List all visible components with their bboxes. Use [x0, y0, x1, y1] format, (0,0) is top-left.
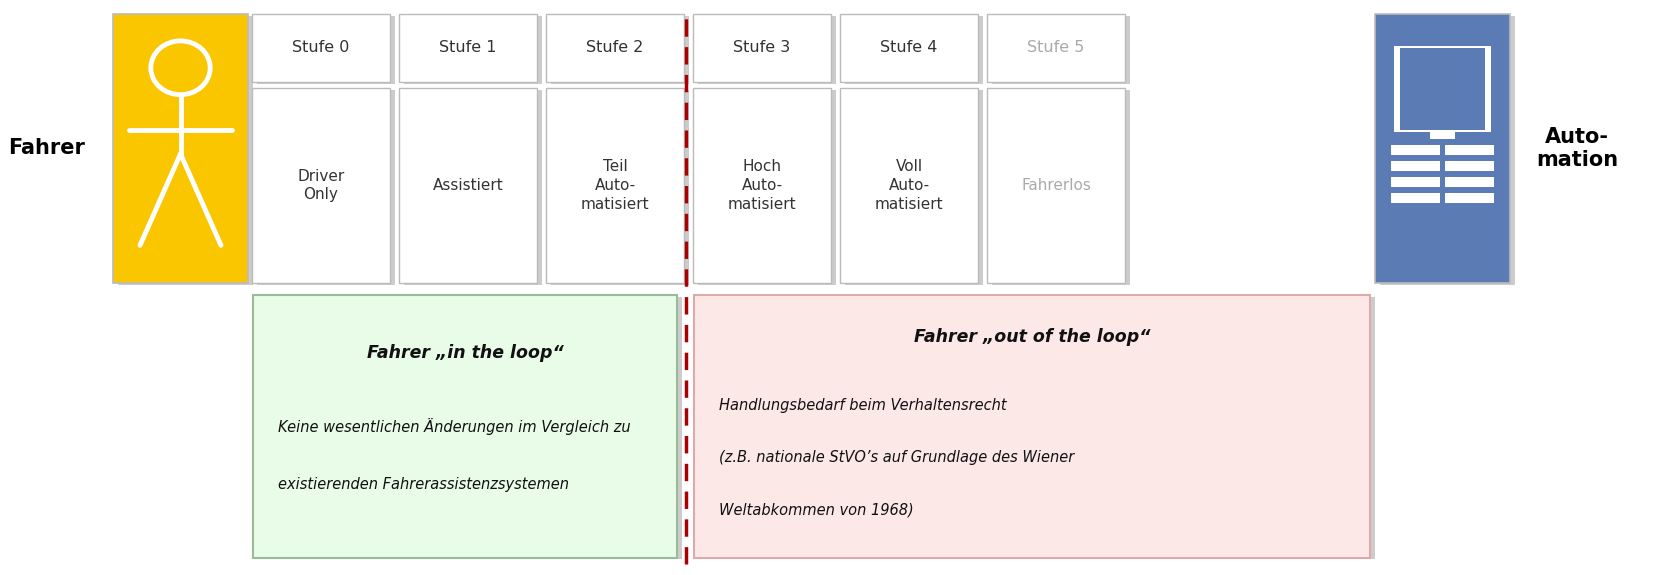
Bar: [1444, 144, 1494, 155]
Text: Handlungsbedarf beim Verhaltensrecht: Handlungsbedarf beim Verhaltensrecht: [719, 398, 1008, 413]
Bar: [698, 297, 1375, 559]
Bar: [698, 90, 836, 285]
Bar: [1400, 48, 1486, 131]
Bar: [988, 88, 1125, 283]
Text: Stufe 2: Stufe 2: [587, 40, 643, 56]
Bar: [693, 88, 830, 283]
Text: Teil
Auto-
matisiert: Teil Auto- matisiert: [582, 159, 650, 212]
Bar: [399, 14, 536, 82]
Bar: [1392, 144, 1440, 155]
Bar: [257, 297, 682, 559]
Bar: [1394, 46, 1491, 132]
Bar: [252, 14, 389, 82]
Text: Fahrer: Fahrer: [8, 139, 85, 159]
Text: existierenden Fahrerassistenzsystemen: existierenden Fahrerassistenzsystemen: [277, 477, 570, 492]
Bar: [399, 88, 536, 283]
Bar: [846, 16, 983, 84]
Bar: [1392, 193, 1440, 203]
Bar: [988, 14, 1125, 82]
Bar: [841, 88, 978, 283]
Text: Assistiert: Assistiert: [433, 178, 503, 193]
Bar: [551, 90, 688, 285]
Text: Stufe 4: Stufe 4: [881, 40, 937, 56]
Bar: [1444, 193, 1494, 203]
Bar: [693, 14, 830, 82]
Bar: [252, 88, 389, 283]
Bar: [1392, 177, 1440, 187]
Bar: [546, 88, 683, 283]
Bar: [698, 16, 836, 84]
Bar: [551, 16, 688, 84]
Bar: [1444, 161, 1494, 171]
Bar: [993, 16, 1130, 84]
Bar: [1380, 16, 1516, 285]
Text: Stufe 3: Stufe 3: [734, 40, 790, 56]
Text: Hoch
Auto-
matisiert: Hoch Auto- matisiert: [727, 159, 797, 212]
Text: Keine wesentlichen Änderungen im Vergleich zu: Keine wesentlichen Änderungen im Verglei…: [277, 418, 630, 435]
Text: Fahrer „out of the loop“: Fahrer „out of the loop“: [914, 328, 1150, 346]
Bar: [1392, 161, 1440, 171]
Bar: [841, 14, 978, 82]
Text: Stufe 5: Stufe 5: [1028, 40, 1084, 56]
Bar: [1375, 14, 1511, 283]
Bar: [114, 14, 247, 283]
Text: Voll
Auto-
matisiert: Voll Auto- matisiert: [874, 159, 944, 212]
Bar: [693, 295, 1370, 558]
Text: Weltabkommen von 1968): Weltabkommen von 1968): [719, 503, 914, 518]
Text: Stufe 0: Stufe 0: [292, 40, 349, 56]
Text: Auto-
mation: Auto- mation: [1536, 127, 1618, 170]
Bar: [1444, 177, 1494, 187]
Bar: [404, 16, 541, 84]
Bar: [119, 16, 252, 285]
Text: Fahrerlos: Fahrerlos: [1021, 178, 1091, 193]
Bar: [257, 90, 394, 285]
Bar: [1430, 132, 1455, 139]
Text: Fahrer „in the loop“: Fahrer „in the loop“: [368, 344, 563, 362]
Bar: [993, 90, 1130, 285]
Text: Driver
Only: Driver Only: [297, 168, 344, 202]
Bar: [846, 90, 983, 285]
Bar: [252, 295, 677, 558]
Text: (z.B. nationale StVO’s auf Grundlage des Wiener: (z.B. nationale StVO’s auf Grundlage des…: [719, 450, 1074, 465]
Bar: [546, 14, 683, 82]
Text: Stufe 1: Stufe 1: [439, 40, 496, 56]
Bar: [404, 90, 541, 285]
Bar: [257, 16, 394, 84]
